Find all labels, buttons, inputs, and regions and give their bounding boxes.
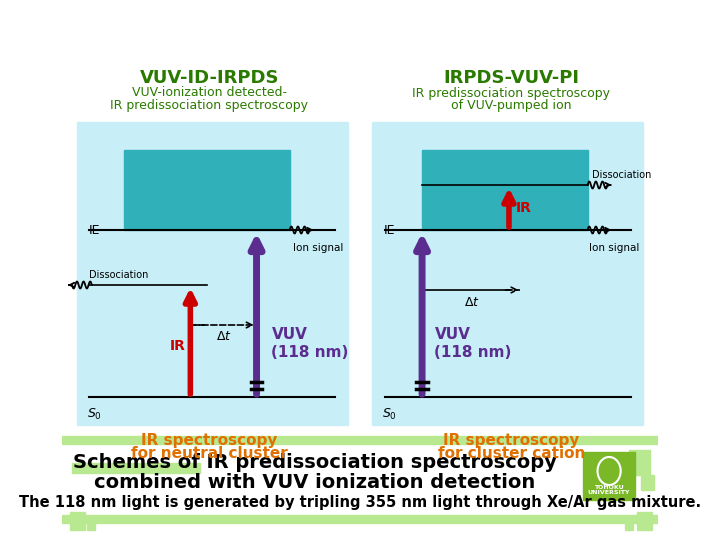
- Bar: [583, 452, 635, 500]
- Text: $\Delta t$: $\Delta t$: [464, 295, 480, 308]
- Bar: [642, 475, 654, 490]
- Text: IR spectroscopy: IR spectroscopy: [444, 433, 580, 448]
- Bar: [422, 150, 588, 230]
- Text: IR: IR: [516, 200, 531, 214]
- Text: IR predissociation spectroscopy: IR predissociation spectroscopy: [110, 99, 308, 112]
- Text: Ion signal: Ion signal: [293, 243, 343, 253]
- Bar: [637, 512, 652, 530]
- Text: $\Delta t$: $\Delta t$: [215, 330, 231, 343]
- Bar: [77, 122, 348, 425]
- Bar: [87, 520, 95, 530]
- Text: IE: IE: [384, 224, 395, 237]
- Text: IR: IR: [169, 339, 185, 353]
- Bar: [62, 436, 658, 444]
- Text: Ion signal: Ion signal: [588, 243, 639, 253]
- Text: VUV
(118 nm): VUV (118 nm): [434, 327, 512, 360]
- Text: of VUV-pumped ion: of VUV-pumped ion: [451, 99, 572, 112]
- Text: Schemes of IR predissociation spectroscopy: Schemes of IR predissociation spectrosco…: [73, 454, 557, 472]
- Bar: [62, 515, 658, 523]
- Text: for cluster cation: for cluster cation: [438, 446, 585, 461]
- Text: The 118 nm light is generated by tripling 355 nm light through Xe/Ar gas mixture: The 118 nm light is generated by triplin…: [19, 496, 701, 510]
- Text: IE: IE: [89, 224, 100, 237]
- Bar: [629, 450, 649, 475]
- Text: combined with VUV ionization detection: combined with VUV ionization detection: [94, 472, 535, 491]
- Bar: [71, 512, 85, 530]
- Text: Dissociation: Dissociation: [592, 170, 651, 180]
- Text: VUV-ID-IRPDS: VUV-ID-IRPDS: [140, 69, 279, 87]
- Bar: [625, 520, 633, 530]
- Text: $S_0$: $S_0$: [87, 407, 102, 422]
- Text: IRPDS-VUV-PI: IRPDS-VUV-PI: [444, 69, 580, 87]
- Text: IR predissociation spectroscopy: IR predissociation spectroscopy: [413, 86, 611, 99]
- Text: VUV-ionization detected-: VUV-ionization detected-: [132, 86, 287, 99]
- Text: Dissociation: Dissociation: [89, 270, 148, 280]
- Bar: [72, 463, 200, 473]
- Bar: [124, 150, 289, 230]
- Text: for neutral cluster: for neutral cluster: [131, 446, 288, 461]
- Text: TOHOKU
UNIVERSITY: TOHOKU UNIVERSITY: [588, 484, 630, 495]
- Text: VUV
(118 nm): VUV (118 nm): [271, 327, 348, 360]
- Text: IR spectroscopy: IR spectroscopy: [141, 433, 278, 448]
- Bar: [372, 122, 643, 425]
- Text: $S_0$: $S_0$: [382, 407, 397, 422]
